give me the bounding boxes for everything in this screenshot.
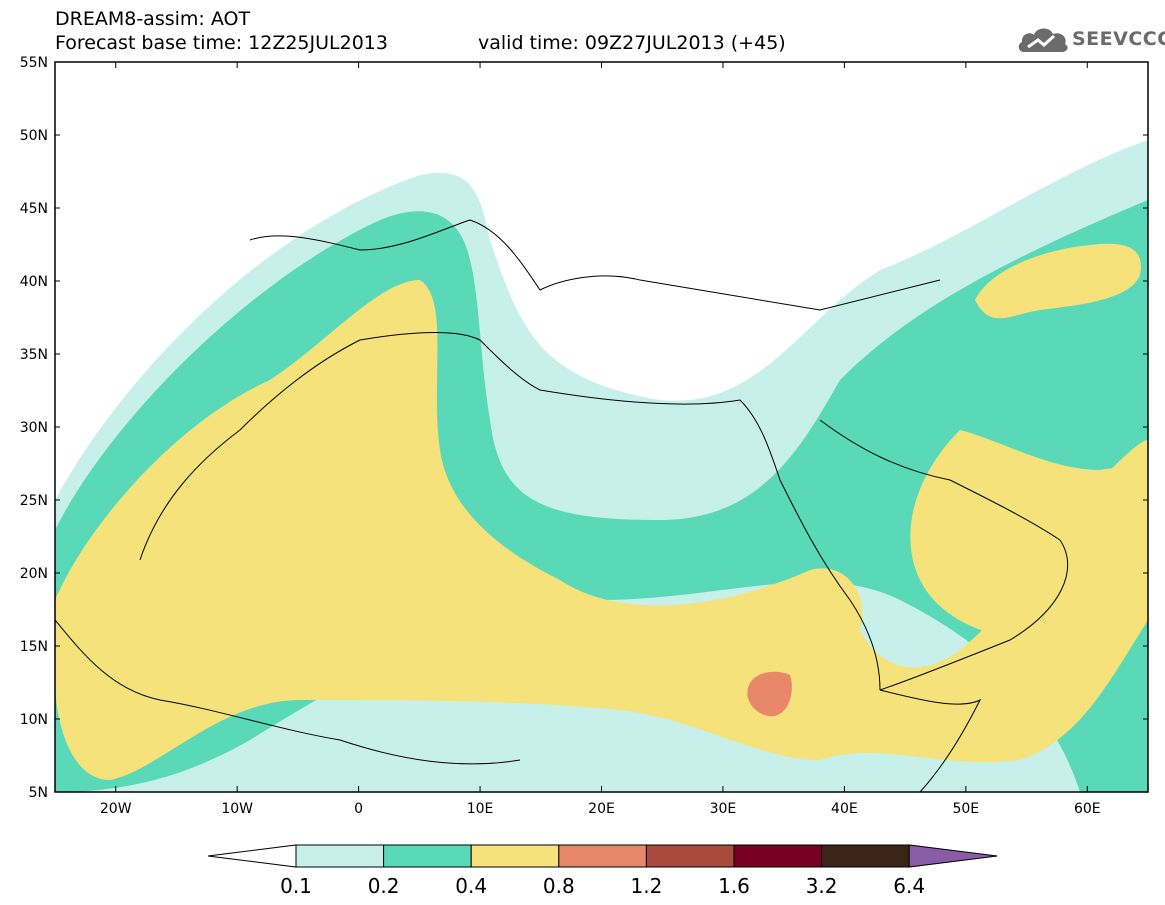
cloud-icon xyxy=(1018,28,1068,52)
colorbar-high-arrow xyxy=(908,844,998,868)
aot-patch-sudan xyxy=(747,671,792,717)
lat-label: 15N xyxy=(20,639,48,655)
aot-field xyxy=(55,62,1148,792)
lon-label: 20W xyxy=(100,801,132,817)
lat-label: 5N xyxy=(29,785,48,801)
colorbar-label: 0.4 xyxy=(455,874,487,898)
coastline-red-sea xyxy=(779,479,881,691)
lon-label: 50E xyxy=(952,801,979,817)
lat-label: 30N xyxy=(20,420,48,436)
lon-label: 20E xyxy=(588,801,615,817)
lat-label: 10N xyxy=(20,712,48,728)
lon-label: 0 xyxy=(354,801,363,817)
colorbar-label: 0.8 xyxy=(543,874,575,898)
lon-label: 60E xyxy=(1074,801,1101,817)
coastline-arabia xyxy=(819,419,1069,691)
lat-label: 45N xyxy=(20,201,48,217)
coastlines xyxy=(55,219,1069,792)
lon-label: 30E xyxy=(710,801,737,817)
colorbar-segment xyxy=(733,844,823,868)
seevccc-logo: SEEVCCC xyxy=(1016,22,1165,58)
latitude-axis: 55N 50N 45N 40N 35N 30N 25N 20N 15N 10N 5N xyxy=(20,55,1148,801)
aot-patch-arabia xyxy=(910,430,1148,640)
aot-band-0.4 xyxy=(55,280,1148,780)
lat-label: 50N xyxy=(20,128,48,144)
longitude-axis: 20W 10W 0 10E 20E 30E 40E 50E 60E xyxy=(100,62,1101,817)
colorbar-label: 0.2 xyxy=(368,874,400,898)
colorbar-segment xyxy=(470,844,560,868)
colorbar: 0.1 0.2 0.4 0.8 1.2 1.6 3.2 6.4 xyxy=(207,844,998,898)
colorbar-label: 3.2 xyxy=(806,874,838,898)
colorbar-label: 6.4 xyxy=(893,874,925,898)
colorbar-segment xyxy=(645,844,735,868)
lat-label: 35N xyxy=(20,347,48,363)
lat-label: 40N xyxy=(20,274,48,290)
lon-label: 10W xyxy=(221,801,253,817)
colorbar-label: 1.2 xyxy=(630,874,662,898)
coastline-west-africa xyxy=(55,619,521,765)
forecast-base-time: Forecast base time: 12Z25JUL2013 xyxy=(55,32,388,54)
coastline-north-africa xyxy=(139,332,781,561)
map-title: DREAM8-assim: AOT xyxy=(55,8,251,30)
colorbar-segment xyxy=(383,844,472,868)
colorbar-segment xyxy=(558,844,647,868)
logo-text: SEEVCCC xyxy=(1072,28,1165,50)
coastline-europe xyxy=(249,219,941,311)
aot-patch-caspian xyxy=(975,243,1141,319)
valid-time: valid time: 09Z27JUL2013 (+45) xyxy=(478,32,786,54)
lat-label: 55N xyxy=(20,55,48,71)
colorbar-label: 0.1 xyxy=(280,874,312,898)
coastline-horn xyxy=(879,689,982,792)
lat-label: 25N xyxy=(20,493,48,509)
colorbar-segment xyxy=(821,844,910,868)
lat-label: 20N xyxy=(20,566,48,582)
colorbar-low-arrow xyxy=(207,844,297,868)
lon-label: 40E xyxy=(831,801,858,817)
colorbar-label: 1.6 xyxy=(718,874,750,898)
colorbar-segment xyxy=(295,844,385,868)
lon-label: 10E xyxy=(467,801,494,817)
